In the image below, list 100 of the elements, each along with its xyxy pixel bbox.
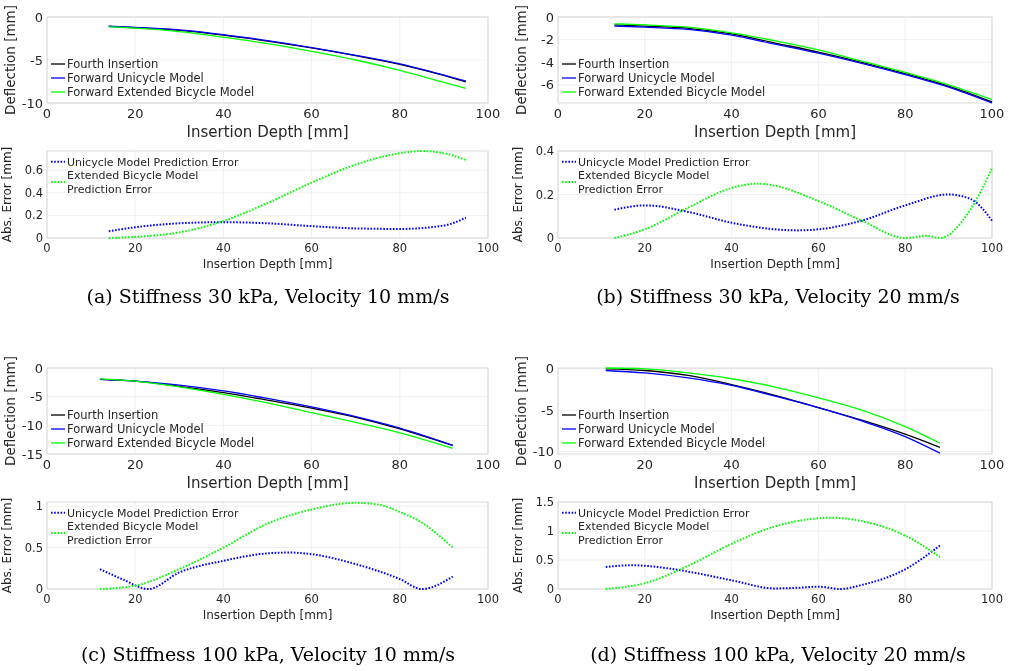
- x-tick-label: 100: [979, 106, 1005, 121]
- x-tick-label: 80: [392, 591, 408, 606]
- x-tick-label: 60: [810, 457, 827, 472]
- legend-label: Unicycle Model Prediction Error: [578, 155, 750, 169]
- x-tick-label: 20: [637, 240, 653, 255]
- x-tick-label: 20: [636, 106, 654, 121]
- legend-label: Extended Bicycle Model Prediction Error: [67, 520, 199, 547]
- x-tick-label: 20: [127, 240, 143, 255]
- y-tick-label: 1.5: [535, 495, 554, 510]
- y-tick-label: 1: [546, 524, 554, 539]
- legend-label: Forward Unicycle Model: [67, 422, 204, 436]
- x-tick-label: 20: [126, 457, 144, 472]
- y-tick-label: 0: [34, 9, 43, 25]
- x-tick-label: 40: [723, 457, 740, 472]
- y-tick-label: 0.4: [535, 144, 554, 159]
- text: (d) Stiffness 100 kPa, Velocity 20 mm/s: [590, 643, 966, 665]
- legend-label: Forward Extended Bicycle Model: [67, 85, 255, 99]
- y-tick-label: -2: [541, 32, 554, 48]
- x-tick-label: 100: [981, 240, 1003, 255]
- y-axis-title: Deflection [mm]: [513, 5, 529, 115]
- x-axis-title: Insertion Depth [mm]: [710, 256, 840, 271]
- x-tick-label: 80: [896, 106, 914, 121]
- y-tick-label: -5: [541, 402, 554, 418]
- x-tick-label: 40: [724, 240, 739, 255]
- y-tick-label: 0.2: [535, 187, 554, 202]
- x-axis-title: Insertion Depth [mm]: [693, 123, 857, 141]
- legend-label: Fourth Insertion: [67, 57, 159, 71]
- x-tick-label: 60: [304, 240, 319, 255]
- x-tick-label: 40: [216, 591, 231, 606]
- y-tick-label: 0: [545, 9, 554, 25]
- x-tick-label: 80: [391, 457, 409, 472]
- y-axis-title: Abs. Error [mm]: [0, 497, 14, 594]
- legend-label: Forward Extended Bicycle Model: [67, 436, 255, 450]
- line-series: [98, 551, 454, 590]
- x-axis-title: Insertion Depth [mm]: [202, 607, 333, 622]
- x-tick-label: 20: [127, 591, 143, 606]
- x-tick-label: 60: [303, 457, 320, 472]
- legend-label: Forward Unicycle Model: [67, 71, 204, 85]
- legend-label: Fourth Insertion: [67, 408, 159, 422]
- y-tick-label: -4: [541, 54, 554, 70]
- y-tick-label: -10: [21, 95, 43, 111]
- text: (b) Stiffness 30 kPa, Velocity 20 mm/s: [596, 285, 960, 307]
- x-tick-label: 100: [981, 591, 1003, 606]
- x-tick-label: 60: [304, 591, 319, 606]
- x-tick-label: 80: [897, 591, 913, 606]
- y-axis-title: Deflection [mm]: [2, 5, 18, 115]
- y-tick-label: -15: [21, 446, 43, 462]
- x-tick-label: 100: [979, 457, 1005, 472]
- x-tick-label: 40: [723, 106, 740, 121]
- y-tick-label: 0.6: [24, 163, 43, 178]
- legend-label: Forward Unicycle Model: [578, 422, 715, 436]
- legend-label: Extended Bicycle Model Prediction Error: [67, 169, 199, 196]
- x-tick-label: 100: [477, 240, 499, 255]
- x-tick-label: 80: [391, 106, 409, 121]
- y-tick-label: -10: [532, 444, 554, 460]
- y-tick-label: -5: [30, 389, 43, 405]
- legend-label: Fourth Insertion: [578, 57, 670, 71]
- x-tick-label: 80: [897, 240, 913, 255]
- legend-label: Forward Extended Bicycle Model: [578, 85, 766, 99]
- x-tick-label: 100: [477, 591, 499, 606]
- x-tick-label: 40: [215, 457, 232, 472]
- y-axis-title: Abs. Error [mm]: [0, 146, 14, 243]
- x-axis-title: Insertion Depth [mm]: [693, 474, 857, 492]
- x-axis-title: Insertion Depth [mm]: [186, 474, 349, 492]
- x-tick-label: 100: [475, 106, 501, 121]
- y-tick-label: -5: [30, 52, 43, 68]
- legend-label: Unicycle Model Prediction Error: [67, 506, 239, 520]
- y-tick-label: 1: [35, 499, 43, 514]
- y-tick-label: 0.5: [535, 553, 554, 568]
- x-tick-label: 60: [303, 106, 320, 121]
- y-tick-label: -10: [21, 417, 43, 433]
- text: (a) Stiffness 30 kPa, Velocity 10 mm/s: [86, 285, 450, 307]
- x-axis-title: Insertion Depth [mm]: [202, 256, 333, 271]
- x-tick-label: 60: [811, 240, 826, 255]
- y-tick-label: 0: [545, 361, 554, 377]
- x-tick-label: 40: [216, 240, 231, 255]
- x-axis-title: Insertion Depth [mm]: [186, 123, 349, 141]
- text: (c) Stiffness 100 kPa, Velocity 10 mm/s: [80, 643, 456, 665]
- line-series: [107, 216, 467, 233]
- x-axis-title: Insertion Depth [mm]: [710, 607, 840, 622]
- y-tick-label: 0.4: [24, 185, 43, 200]
- x-tick-label: 20: [636, 457, 654, 472]
- y-tick-label: 0: [34, 360, 43, 376]
- legend-label: Extended Bicycle Model Prediction Error: [578, 520, 710, 547]
- line-series: [613, 193, 993, 232]
- x-tick-label: 100: [475, 457, 501, 472]
- y-tick-label: 0.5: [24, 540, 43, 555]
- y-axis-title: Abs. Error [mm]: [511, 497, 525, 594]
- x-tick-label: 20: [637, 591, 653, 606]
- x-tick-label: 80: [896, 457, 914, 472]
- legend-label: Unicycle Model Prediction Error: [67, 155, 239, 169]
- x-tick-label: 80: [392, 240, 408, 255]
- legend-label: Fourth Insertion: [578, 408, 670, 422]
- legend-label: Unicycle Model Prediction Error: [578, 506, 750, 520]
- legend-label: Forward Extended Bicycle Model: [578, 436, 766, 450]
- y-tick-label: 0.2: [24, 208, 43, 223]
- line-series: [604, 544, 941, 590]
- y-axis-title: Deflection [mm]: [2, 356, 18, 466]
- x-tick-label: 60: [811, 591, 826, 606]
- y-tick-label: -6: [541, 77, 554, 93]
